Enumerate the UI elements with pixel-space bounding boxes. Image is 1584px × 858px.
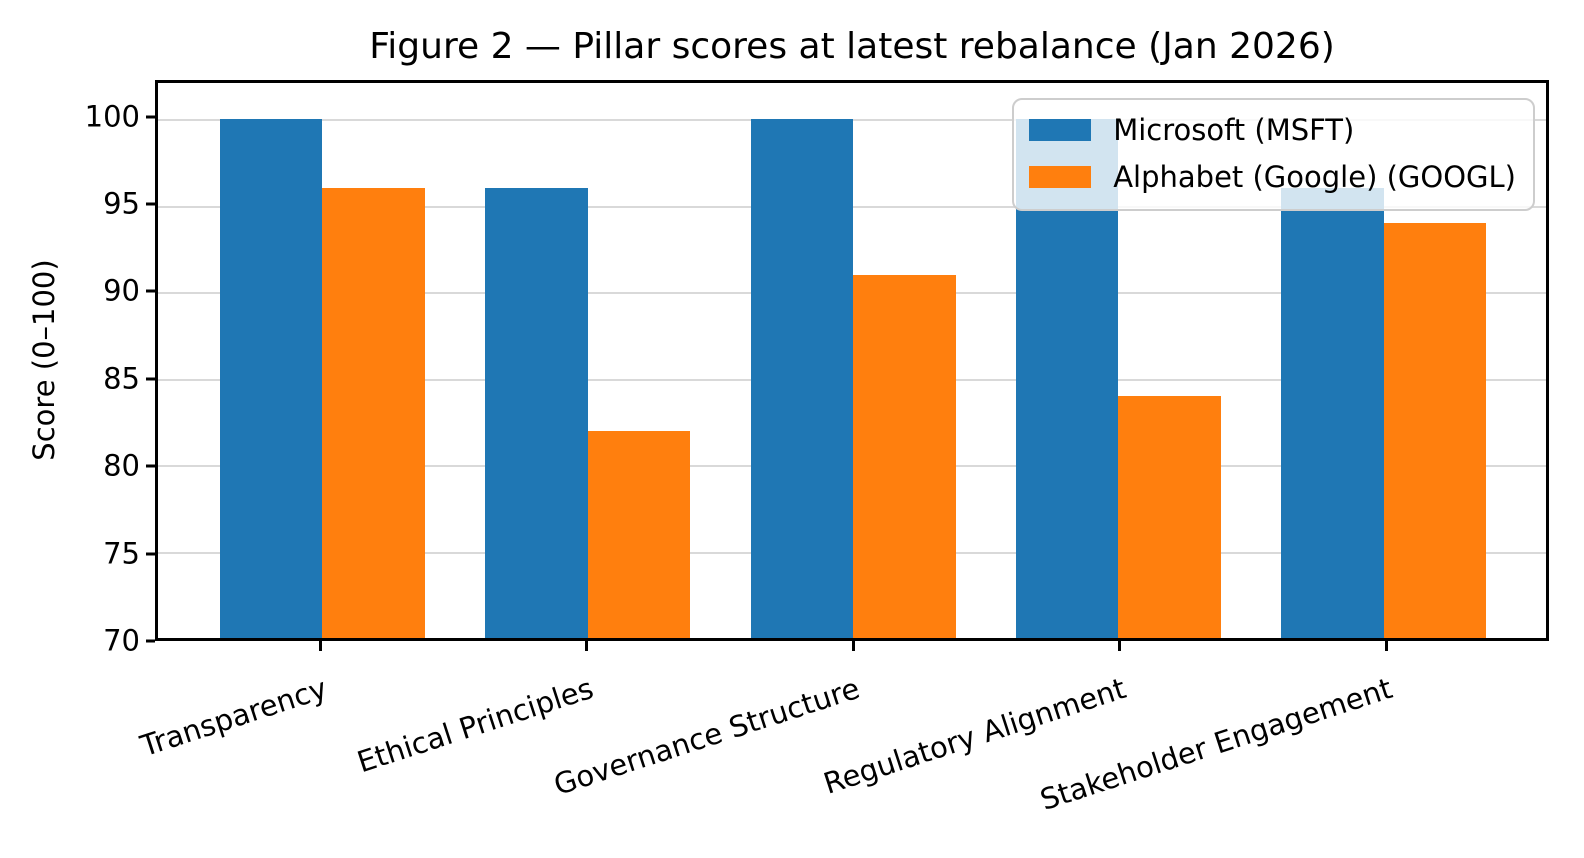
x-tick-label: Governance Structure — [549, 671, 864, 802]
y-tick-mark — [146, 202, 155, 206]
y-tick-label: 100 — [84, 99, 140, 134]
legend-label: Alphabet (Google) (GOOGL) — [1113, 160, 1516, 194]
x-tick-mark — [1384, 641, 1388, 651]
x-tick-mark — [851, 641, 855, 651]
y-tick-label: 80 — [103, 448, 140, 483]
bar — [322, 188, 425, 638]
legend-item: Microsoft (MSFT) — [1029, 110, 1516, 150]
legend-swatch — [1029, 166, 1092, 188]
x-tick-label: Transparency — [136, 671, 331, 764]
legend-label: Microsoft (MSFT) — [1113, 113, 1355, 147]
x-tick-mark — [585, 641, 589, 651]
x-tick-mark — [318, 641, 322, 651]
y-tick-label: 90 — [103, 273, 140, 308]
y-tick-mark — [146, 464, 155, 468]
chart-title: Figure 2 — Pillar scores at latest rebal… — [369, 26, 1335, 67]
bar — [1118, 395, 1222, 638]
bar — [750, 119, 854, 638]
legend: Microsoft (MSFT) Alphabet (Google) (GOOGL… — [1012, 98, 1535, 211]
bar — [219, 119, 323, 638]
y-tick-mark — [146, 115, 155, 119]
y-tick-label: 75 — [103, 535, 140, 570]
legend-swatch — [1029, 119, 1092, 141]
bar — [853, 274, 956, 638]
y-tick-mark — [146, 552, 155, 556]
plot-area: Microsoft (MSFT) Alphabet (Google) (GOOGL… — [155, 80, 1549, 641]
bar — [1383, 223, 1487, 638]
legend-item: Alphabet (Google) (GOOGL) — [1029, 157, 1516, 197]
y-tick-label: 95 — [103, 186, 140, 221]
y-tick-mark — [146, 377, 155, 381]
y-tick-mark — [146, 639, 155, 643]
y-tick-label: 70 — [103, 623, 140, 658]
y-tick-mark — [146, 289, 155, 293]
bar — [485, 188, 588, 638]
y-tick-label: 85 — [103, 361, 140, 396]
bar — [587, 430, 691, 638]
x-tick-mark — [1118, 641, 1122, 651]
bar — [1281, 188, 1384, 638]
x-tick-label: Ethical Principles — [352, 671, 598, 780]
